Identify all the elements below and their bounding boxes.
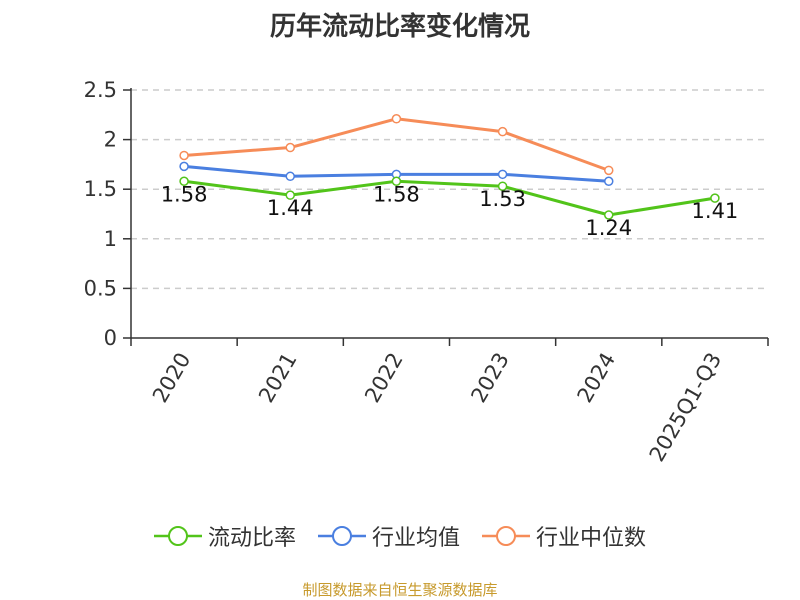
x-tick-label: 2024 bbox=[573, 349, 621, 407]
x-tick-label: 2021 bbox=[254, 349, 302, 407]
x-tick-label: 2025Q1-Q3 bbox=[645, 349, 727, 466]
data-point bbox=[179, 161, 189, 172]
data-point bbox=[179, 176, 189, 187]
line-chart: 0 0.5 1 1.5 2 2.5 2020 2021 2022 2023 2024 2025Q1-Q… bbox=[84, 78, 769, 466]
data-labels: 1.58 1.44 1.58 1.53 1.24 1.41 bbox=[161, 182, 739, 240]
data-point bbox=[391, 176, 402, 187]
legend-swatch-circle bbox=[496, 526, 516, 546]
legend-item[interactable]: 行业均值 bbox=[317, 520, 460, 552]
legend-label: 行业中位数 bbox=[536, 526, 647, 551]
legend: 流动比率 行业均值 行业中位数 bbox=[0, 520, 800, 552]
data-label: 1.24 bbox=[585, 216, 632, 240]
data-label: 1.41 bbox=[692, 199, 739, 223]
x-tick-label: 2023 bbox=[466, 349, 514, 407]
series-lines bbox=[183, 117, 716, 217]
data-point bbox=[604, 165, 614, 176]
legend-item[interactable]: 行业中位数 bbox=[482, 520, 646, 552]
data-label: 1.53 bbox=[479, 187, 526, 211]
data-point bbox=[497, 126, 508, 137]
data-point bbox=[497, 181, 508, 191]
data-point bbox=[604, 176, 614, 187]
legend-swatch-icon bbox=[482, 526, 530, 546]
series-line bbox=[183, 117, 610, 172]
data-point bbox=[497, 169, 508, 180]
data-point bbox=[285, 171, 295, 182]
y-tick-label: 0.5 bbox=[84, 276, 117, 300]
series-points bbox=[179, 114, 720, 220]
data-point bbox=[285, 142, 295, 153]
y-tick-label: 0 bbox=[104, 326, 117, 350]
legend-swatch-icon bbox=[317, 526, 366, 546]
data-label: 1.44 bbox=[267, 196, 314, 220]
y-tick-label: 1.5 bbox=[84, 177, 117, 201]
y-tick-label: 1 bbox=[104, 227, 117, 251]
series-line bbox=[183, 179, 716, 217]
legend-label: 行业均值 bbox=[371, 526, 460, 551]
legend-label: 流动比率 bbox=[207, 526, 296, 551]
y-tick-label: 2 bbox=[104, 128, 117, 152]
chart-title: 历年流动比率变化情况 bbox=[269, 12, 530, 42]
axes: 0 0.5 1 1.5 2 2.5 2020 2021 2022 2023 2024 2025Q1-Q… bbox=[84, 78, 769, 466]
x-tick-label: 2020 bbox=[148, 349, 196, 407]
data-point bbox=[710, 193, 720, 203]
data-point bbox=[285, 190, 295, 200]
source-note: 制图数据来自恒生聚源数据库 bbox=[302, 581, 498, 599]
legend-item[interactable]: 流动比率 bbox=[153, 520, 296, 552]
data-label: 1.58 bbox=[373, 182, 420, 206]
data-point bbox=[391, 114, 402, 124]
data-label: 1.58 bbox=[161, 182, 208, 206]
grid-lines bbox=[131, 89, 768, 290]
legend-swatch-circle bbox=[167, 526, 188, 546]
y-tick-label: 2.5 bbox=[84, 78, 117, 102]
legend-swatch-icon bbox=[153, 526, 202, 546]
data-point bbox=[179, 150, 189, 161]
data-point bbox=[604, 210, 614, 220]
x-tick-label: 2022 bbox=[360, 349, 408, 407]
legend-swatch-circle bbox=[331, 526, 352, 546]
